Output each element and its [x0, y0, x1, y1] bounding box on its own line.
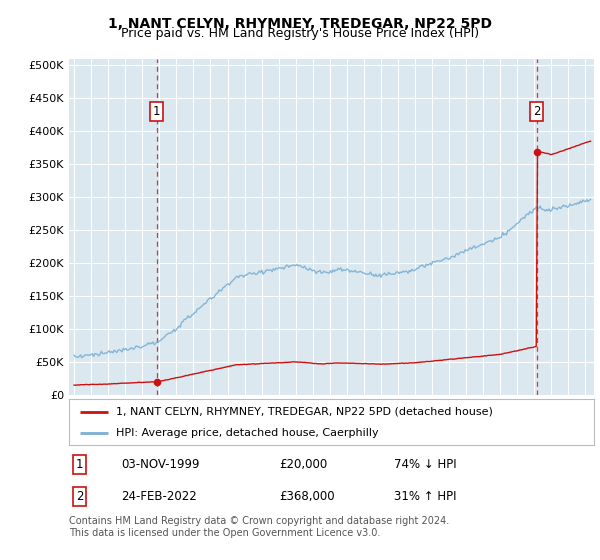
Text: Price paid vs. HM Land Registry's House Price Index (HPI): Price paid vs. HM Land Registry's House …	[121, 27, 479, 40]
Text: 31% ↑ HPI: 31% ↑ HPI	[395, 490, 457, 503]
Text: £368,000: £368,000	[279, 490, 335, 503]
Text: HPI: Average price, detached house, Caerphilly: HPI: Average price, detached house, Caer…	[116, 428, 379, 438]
Text: 74% ↓ HPI: 74% ↓ HPI	[395, 458, 457, 470]
Text: 1, NANT CELYN, RHYMNEY, TREDEGAR, NP22 5PD (detached house): 1, NANT CELYN, RHYMNEY, TREDEGAR, NP22 5…	[116, 407, 493, 417]
Text: 1: 1	[153, 105, 160, 118]
Text: 2: 2	[76, 490, 83, 503]
Text: 2: 2	[533, 105, 541, 118]
Text: Contains HM Land Registry data © Crown copyright and database right 2024.
This d: Contains HM Land Registry data © Crown c…	[69, 516, 449, 538]
Text: 1: 1	[76, 458, 83, 470]
Text: 03-NOV-1999: 03-NOV-1999	[121, 458, 200, 470]
Text: 1, NANT CELYN, RHYMNEY, TREDEGAR, NP22 5PD: 1, NANT CELYN, RHYMNEY, TREDEGAR, NP22 5…	[108, 17, 492, 31]
Text: £20,000: £20,000	[279, 458, 327, 470]
Text: 24-FEB-2022: 24-FEB-2022	[121, 490, 197, 503]
